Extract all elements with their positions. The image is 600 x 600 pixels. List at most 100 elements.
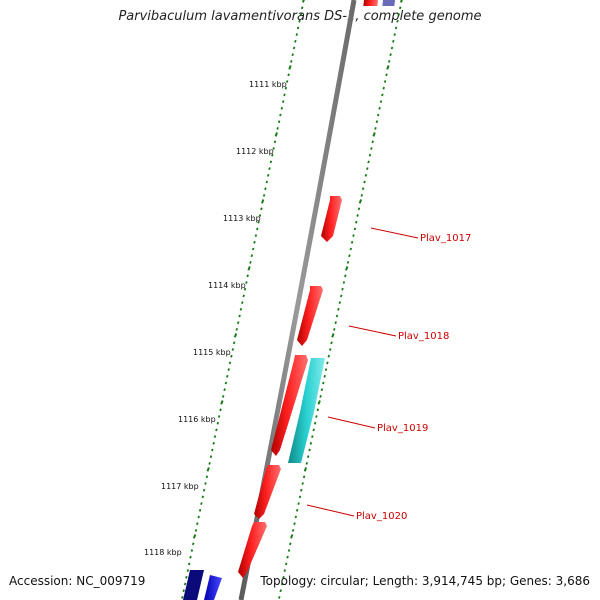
gene-label[interactable]: Plav_1017 bbox=[420, 233, 471, 244]
tick-mark bbox=[361, 187, 365, 191]
tick-mark bbox=[355, 220, 358, 224]
tick-mark bbox=[298, 495, 302, 499]
tick-mark bbox=[269, 160, 273, 164]
tick-mark bbox=[353, 227, 357, 231]
scale-label: 1116 kbp bbox=[178, 415, 216, 424]
tick-mark bbox=[294, 39, 297, 43]
tick-mark bbox=[219, 408, 222, 412]
tick-mark bbox=[349, 247, 353, 251]
tick-mark bbox=[319, 394, 322, 398]
tick-mark bbox=[284, 86, 288, 90]
tick-mark bbox=[356, 214, 359, 217]
tick-mark bbox=[339, 294, 343, 298]
tick-mark bbox=[208, 461, 211, 465]
tick-mark bbox=[397, 13, 401, 16]
tick-mark bbox=[223, 388, 226, 392]
tick-mark bbox=[358, 199, 363, 204]
tick-mark bbox=[194, 528, 198, 532]
tick-mark bbox=[341, 287, 344, 291]
tick-mark bbox=[297, 502, 300, 506]
tick-mark bbox=[363, 180, 366, 184]
tick-mark bbox=[357, 207, 361, 211]
tick-mark bbox=[260, 207, 263, 211]
tick-mark bbox=[216, 421, 220, 425]
tick-mark bbox=[386, 65, 390, 70]
tick-mark bbox=[344, 274, 347, 278]
tick-mark bbox=[276, 126, 279, 130]
tick-mark bbox=[283, 93, 286, 97]
gene-arrow[interactable] bbox=[238, 522, 267, 578]
tick-mark bbox=[206, 467, 210, 472]
tick-mark bbox=[368, 153, 372, 157]
tick-mark bbox=[335, 314, 339, 318]
tick-mark bbox=[367, 160, 370, 164]
scale-label: 1114 kbp bbox=[208, 281, 246, 290]
tick-mark bbox=[350, 240, 354, 244]
tick-mark bbox=[313, 421, 317, 425]
tick-mark bbox=[249, 260, 252, 264]
tick-mark bbox=[392, 39, 395, 43]
tick-mark bbox=[274, 132, 278, 137]
tick-mark bbox=[294, 515, 298, 519]
tick-mark bbox=[212, 441, 215, 445]
tick-mark bbox=[390, 46, 394, 50]
tick-mark bbox=[213, 435, 217, 439]
tick-mark bbox=[285, 80, 289, 83]
tick-mark bbox=[328, 348, 332, 351]
tick-mark bbox=[266, 173, 270, 177]
scale-label: 1117 kbp bbox=[161, 482, 199, 491]
tick-mark bbox=[303, 467, 308, 472]
gene-arrow-plav-1019[interactable] bbox=[271, 355, 308, 456]
gene-arrow-navy[interactable] bbox=[183, 570, 204, 600]
tick-mark bbox=[198, 508, 202, 512]
tick-mark bbox=[372, 132, 376, 137]
gene-label[interactable]: Plav_1020 bbox=[356, 511, 407, 522]
tick-mark bbox=[273, 140, 277, 144]
top-features[interactable] bbox=[363, 0, 396, 6]
tick-mark bbox=[233, 333, 238, 338]
tick-mark bbox=[315, 415, 318, 418]
tick-mark bbox=[393, 33, 396, 37]
tick-mark bbox=[271, 153, 274, 157]
tick-mark bbox=[215, 428, 218, 432]
gene-arrow-plav-1018[interactable] bbox=[297, 286, 323, 346]
tick-mark bbox=[371, 140, 374, 144]
tick-mark bbox=[220, 400, 224, 405]
tick-mark bbox=[291, 53, 294, 57]
tick-mark bbox=[334, 321, 337, 325]
tick-mark bbox=[364, 173, 368, 177]
tick-mark bbox=[330, 341, 333, 345]
tick-mark bbox=[268, 167, 271, 171]
tick-mark bbox=[183, 582, 187, 586]
gene-arrow-plav-1017[interactable] bbox=[321, 196, 342, 242]
gene-arrow-blue[interactable] bbox=[204, 575, 222, 600]
tick-mark bbox=[181, 595, 184, 599]
tick-mark bbox=[295, 33, 299, 37]
gene-features[interactable] bbox=[183, 196, 342, 600]
tick-mark bbox=[227, 368, 230, 372]
gene-arrow-plav-1020[interactable] bbox=[254, 465, 281, 519]
tick-mark bbox=[205, 475, 209, 479]
tick-mark bbox=[348, 254, 351, 258]
tick-mark bbox=[235, 327, 239, 331]
gene-label[interactable]: Plav_1018 bbox=[398, 331, 449, 342]
gene-label[interactable]: Plav_1019 bbox=[377, 423, 428, 434]
tick-mark bbox=[293, 522, 296, 526]
tick-mark bbox=[231, 348, 235, 351]
gene-arrow-cyan[interactable] bbox=[288, 358, 325, 463]
tick-mark bbox=[292, 46, 296, 50]
tick-mark bbox=[322, 381, 325, 385]
scale-label: 1111 kbp bbox=[249, 80, 287, 89]
tick-mark bbox=[333, 327, 336, 331]
tick-mark bbox=[300, 488, 303, 492]
scale-label: 1118 kbp bbox=[144, 548, 182, 557]
tick-mark bbox=[312, 428, 315, 432]
tick-mark bbox=[251, 247, 255, 251]
tick-mark bbox=[286, 555, 289, 559]
tick-mark bbox=[290, 59, 293, 63]
tick-mark bbox=[250, 254, 254, 258]
tick-mark bbox=[278, 595, 281, 599]
tick-mark bbox=[379, 100, 383, 104]
tick-mark bbox=[209, 455, 213, 459]
